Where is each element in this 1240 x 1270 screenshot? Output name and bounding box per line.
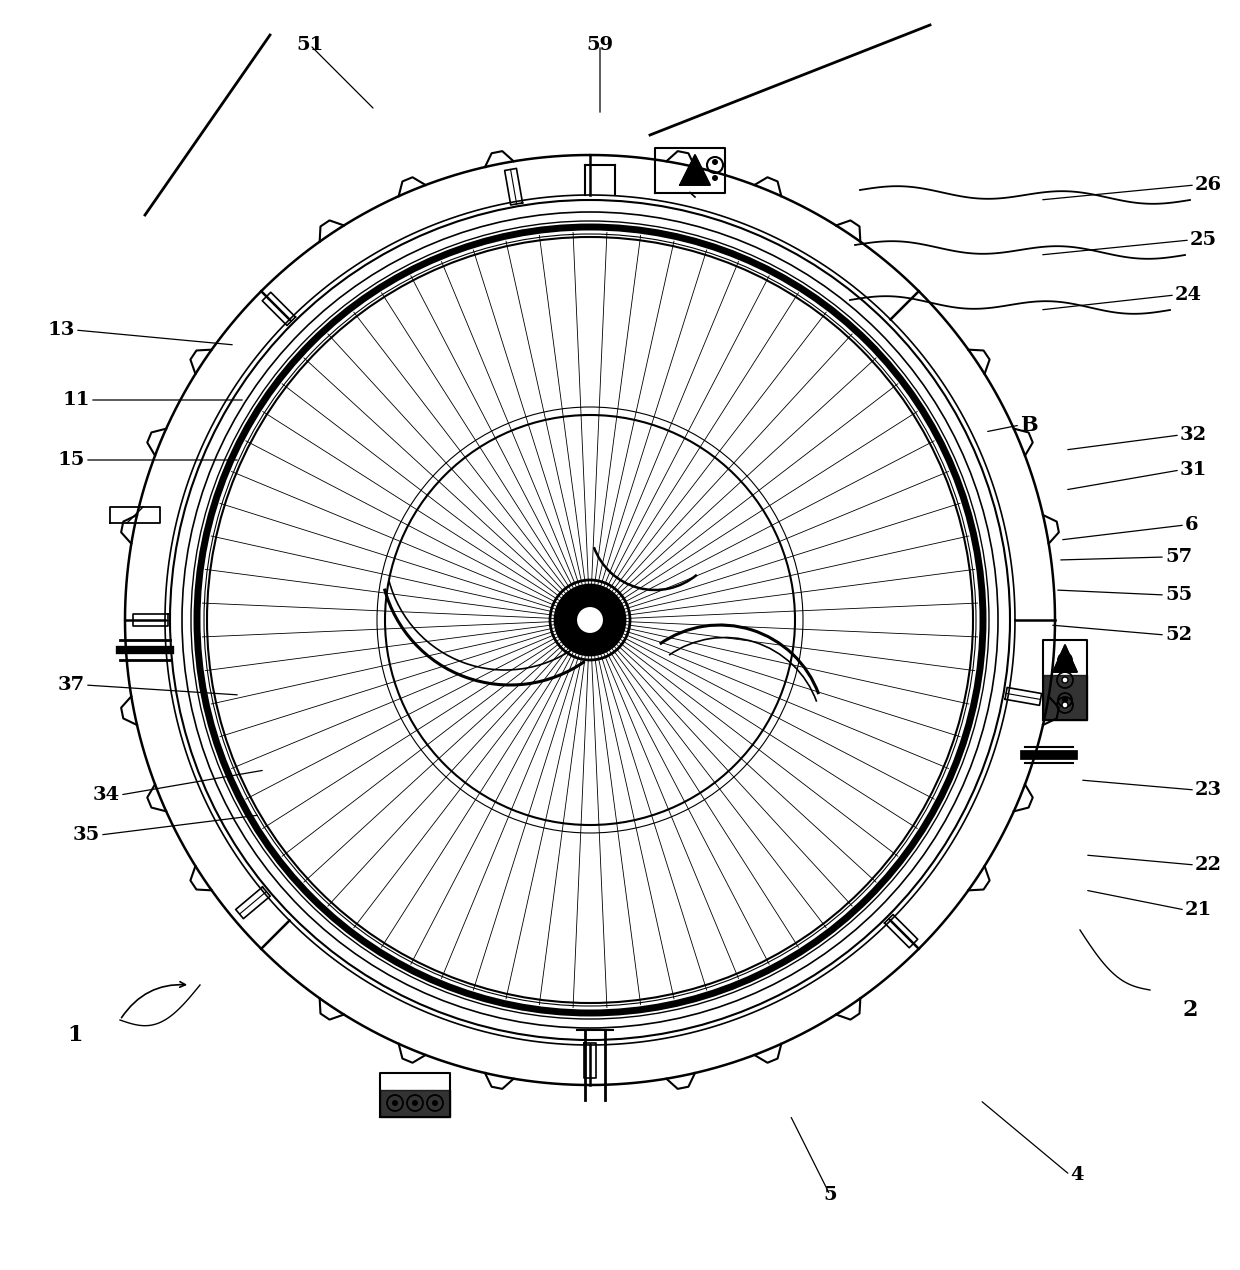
- Text: 26: 26: [1195, 177, 1223, 194]
- Circle shape: [551, 580, 630, 660]
- Circle shape: [577, 606, 604, 634]
- Circle shape: [556, 585, 625, 655]
- Circle shape: [1061, 657, 1068, 663]
- Text: 59: 59: [587, 36, 614, 55]
- Text: 51: 51: [296, 36, 324, 55]
- Text: 11: 11: [62, 391, 91, 409]
- Text: 13: 13: [47, 321, 74, 339]
- Text: 24: 24: [1176, 286, 1202, 304]
- Text: 1: 1: [67, 1024, 83, 1046]
- Text: 25: 25: [1190, 231, 1218, 249]
- Text: 37: 37: [58, 676, 86, 693]
- Text: 22: 22: [1195, 856, 1221, 874]
- Text: 55: 55: [1166, 585, 1192, 605]
- Circle shape: [1061, 677, 1068, 683]
- Text: 4: 4: [1070, 1166, 1084, 1184]
- Polygon shape: [379, 1090, 450, 1118]
- Polygon shape: [1043, 674, 1087, 720]
- Circle shape: [712, 175, 718, 182]
- Circle shape: [432, 1100, 438, 1106]
- Text: 57: 57: [1166, 547, 1192, 566]
- Text: 35: 35: [73, 826, 100, 845]
- Text: 2: 2: [1182, 999, 1198, 1021]
- Text: 5: 5: [823, 1186, 837, 1204]
- Circle shape: [712, 159, 718, 165]
- Circle shape: [1061, 702, 1068, 707]
- Text: 34: 34: [93, 786, 120, 804]
- Text: 32: 32: [1180, 425, 1207, 444]
- Text: 23: 23: [1195, 781, 1223, 799]
- Circle shape: [412, 1100, 418, 1106]
- Text: 52: 52: [1166, 626, 1192, 644]
- Circle shape: [392, 1100, 398, 1106]
- Text: 15: 15: [57, 451, 86, 469]
- Text: B: B: [1021, 415, 1038, 436]
- Text: 31: 31: [1180, 461, 1208, 479]
- Circle shape: [1061, 697, 1068, 704]
- Polygon shape: [680, 155, 711, 185]
- Text: 6: 6: [1185, 516, 1199, 533]
- Polygon shape: [1053, 645, 1078, 672]
- Text: 21: 21: [1185, 900, 1213, 919]
